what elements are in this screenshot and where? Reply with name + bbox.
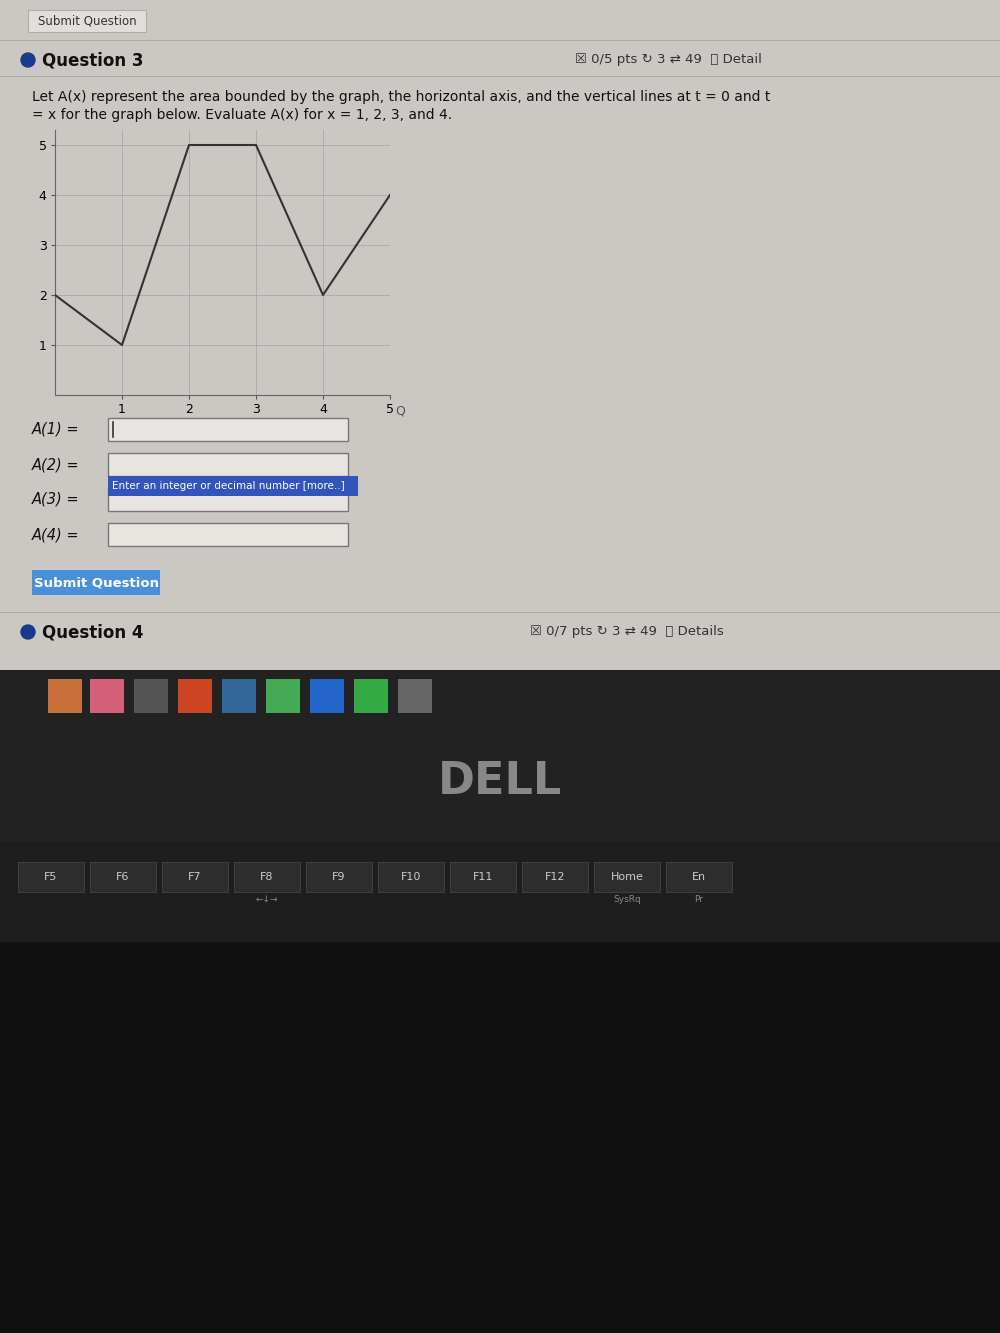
Bar: [354, 678, 388, 713]
Bar: [0, 942, 1000, 1333]
Bar: [108, 476, 358, 496]
Bar: [18, 862, 84, 892]
Bar: [0, 722, 1000, 842]
Text: Submit Question: Submit Question: [38, 15, 136, 28]
Bar: [0, 722, 1000, 752]
Bar: [666, 862, 732, 892]
Bar: [0, 842, 1000, 942]
Bar: [28, 11, 146, 32]
Text: Home: Home: [611, 872, 643, 882]
Text: F8: F8: [260, 872, 274, 882]
Bar: [108, 488, 348, 511]
Text: A(4) =: A(4) =: [32, 527, 80, 543]
Text: ←↓→: ←↓→: [256, 896, 278, 905]
Text: En: En: [692, 872, 706, 882]
Text: A(2) =: A(2) =: [32, 457, 80, 472]
Text: Submit Question: Submit Question: [34, 576, 158, 589]
Text: DELL: DELL: [438, 761, 562, 804]
Bar: [178, 678, 212, 713]
Bar: [222, 678, 256, 713]
Text: ☒ 0/7 pts ↻ 3 ⇄ 49  ⓘ Details: ☒ 0/7 pts ↻ 3 ⇄ 49 ⓘ Details: [530, 625, 724, 639]
Text: F11: F11: [473, 872, 493, 882]
Bar: [108, 419, 348, 441]
Bar: [162, 862, 228, 892]
Text: Question 4: Question 4: [42, 623, 144, 641]
Text: Enter an integer or decimal number [more..]: Enter an integer or decimal number [more…: [112, 481, 345, 491]
Bar: [108, 453, 348, 476]
Text: Q: Q: [395, 405, 405, 419]
Text: = x for the graph below. Evaluate A(x) for x = 1, 2, 3, and 4.: = x for the graph below. Evaluate A(x) f…: [32, 108, 452, 123]
Bar: [48, 678, 82, 713]
Text: Pr: Pr: [694, 896, 704, 905]
Bar: [266, 678, 300, 713]
Bar: [398, 678, 432, 713]
Text: F10: F10: [401, 872, 421, 882]
Circle shape: [21, 625, 35, 639]
Bar: [108, 523, 348, 547]
Bar: [234, 862, 300, 892]
Text: Let A(x) represent the area bounded by the graph, the horizontal axis, and the v: Let A(x) represent the area bounded by t…: [32, 91, 770, 104]
Bar: [90, 678, 124, 713]
Text: ☒ 0/5 pts ↻ 3 ⇄ 49  ⓘ Detail: ☒ 0/5 pts ↻ 3 ⇄ 49 ⓘ Detail: [575, 53, 762, 67]
Text: A(1) =: A(1) =: [32, 423, 80, 437]
Bar: [0, 0, 1000, 670]
Text: F12: F12: [545, 872, 565, 882]
Text: F6: F6: [116, 872, 130, 882]
Circle shape: [21, 53, 35, 67]
Bar: [134, 678, 168, 713]
Text: A(3) =: A(3) =: [32, 492, 80, 507]
Bar: [450, 862, 516, 892]
Bar: [306, 862, 372, 892]
Bar: [310, 678, 344, 713]
Text: SysRq: SysRq: [613, 896, 641, 905]
Bar: [90, 862, 156, 892]
Bar: [378, 862, 444, 892]
Text: Question 3: Question 3: [42, 51, 144, 69]
Bar: [522, 862, 588, 892]
Bar: [32, 571, 160, 595]
Text: F7: F7: [188, 872, 202, 882]
Bar: [594, 862, 660, 892]
Bar: [0, 670, 1000, 722]
Text: F9: F9: [332, 872, 346, 882]
Text: F5: F5: [44, 872, 58, 882]
